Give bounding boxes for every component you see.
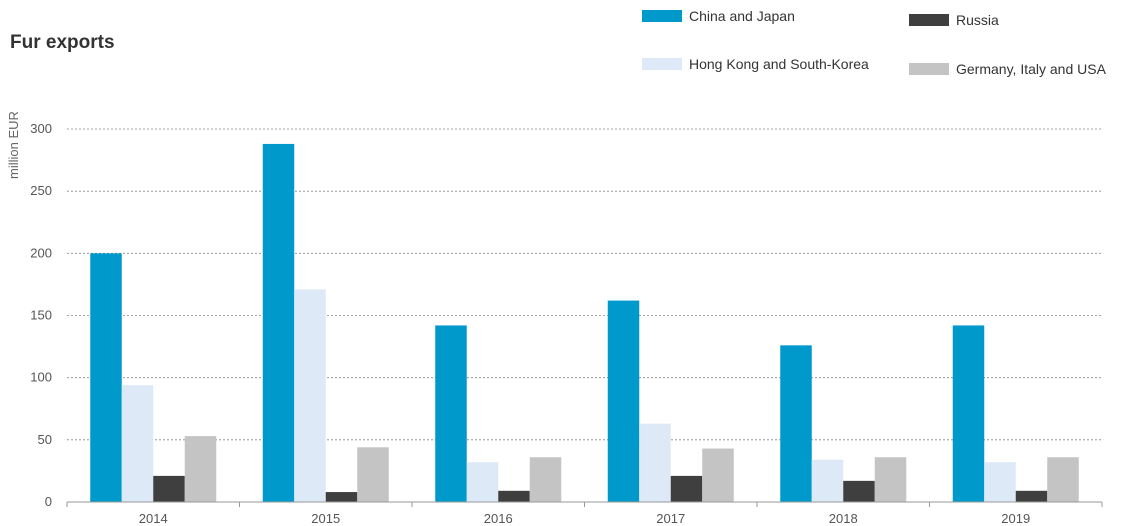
legend-item-hongkong-korea[interactable]: Hong Kong and South-Korea <box>642 56 869 72</box>
x-tick-label-2017: 2017 <box>656 511 685 526</box>
bar-2015-series-3[interactable] <box>357 447 389 502</box>
bar-2015-series-0[interactable] <box>262 143 295 503</box>
legend-item-russia[interactable]: Russia <box>909 12 999 28</box>
bar-2014-series-1[interactable] <box>121 385 154 502</box>
y-tick-label-0: 0 <box>45 494 52 509</box>
legend-swatch-hongkong-korea <box>642 58 682 70</box>
legend-item-china-japan[interactable]: China and Japan <box>642 8 795 24</box>
x-tick-label-2018: 2018 <box>829 511 858 526</box>
legend-label-china-japan: China and Japan <box>689 8 795 24</box>
bar-2014-series-3[interactable] <box>184 436 217 502</box>
bar-2018-series-2[interactable] <box>843 480 875 502</box>
x-tick-label-2016: 2016 <box>484 511 513 526</box>
bars <box>90 143 1079 503</box>
bar-2019-series-1[interactable] <box>984 462 1016 502</box>
bar-2018-series-1[interactable] <box>811 459 844 502</box>
x-axis: 2014 2015 2016 2017 2018 2019 <box>66 501 1103 526</box>
chart-title: Fur exports <box>10 32 115 53</box>
bar-2019-series-0[interactable] <box>952 325 985 502</box>
legend-label-hongkong-korea: Hong Kong and South-Korea <box>689 56 869 72</box>
legend-label-russia: Russia <box>956 12 999 28</box>
bar-2017-series-0[interactable] <box>607 300 640 502</box>
bar-2014-series-0[interactable] <box>90 253 122 502</box>
bar-2019-series-3[interactable] <box>1047 457 1079 502</box>
y-tick-label-250: 250 <box>30 183 52 198</box>
bar-2019-series-2[interactable] <box>1015 490 1048 502</box>
bar-2014-series-2[interactable] <box>153 475 185 502</box>
y-tick-label-300: 300 <box>30 121 52 136</box>
bar-2018-series-3[interactable] <box>874 457 907 502</box>
x-tick-label-2014: 2014 <box>139 511 168 526</box>
legend-item-germany-italy-usa[interactable]: Germany, Italy and USA <box>909 61 1106 77</box>
x-tick-label-2015: 2015 <box>311 511 340 526</box>
bar-2016-series-1[interactable] <box>466 462 499 502</box>
bar-2015-series-2[interactable] <box>325 492 358 502</box>
gridlines <box>67 128 1102 441</box>
legend-swatch-china-japan <box>642 10 682 22</box>
legend-label-germany-italy-usa: Germany, Italy and USA <box>956 61 1106 77</box>
bar-2017-series-1[interactable] <box>639 423 671 502</box>
y-axis-label: million EUR <box>6 111 21 179</box>
y-tick-label-50: 50 <box>38 432 52 447</box>
legend-swatch-germany-italy-usa <box>909 63 949 75</box>
legend-swatch-russia <box>909 14 949 26</box>
bar-2016-series-2[interactable] <box>498 490 530 502</box>
bar-2015-series-1[interactable] <box>294 289 326 502</box>
bar-2018-series-0[interactable] <box>780 345 812 502</box>
y-tick-labels: 0 50 100 150 200 250 300 <box>30 121 52 509</box>
bar-2016-series-3[interactable] <box>529 457 562 502</box>
bar-2016-series-0[interactable] <box>435 325 467 502</box>
y-tick-label-100: 100 <box>30 370 52 385</box>
x-tick-label-2019: 2019 <box>1001 511 1030 526</box>
bar-2017-series-3[interactable] <box>702 448 734 502</box>
y-tick-label-200: 200 <box>30 245 52 260</box>
bar-2017-series-2[interactable] <box>670 475 703 502</box>
y-tick-label-150: 150 <box>30 308 52 323</box>
